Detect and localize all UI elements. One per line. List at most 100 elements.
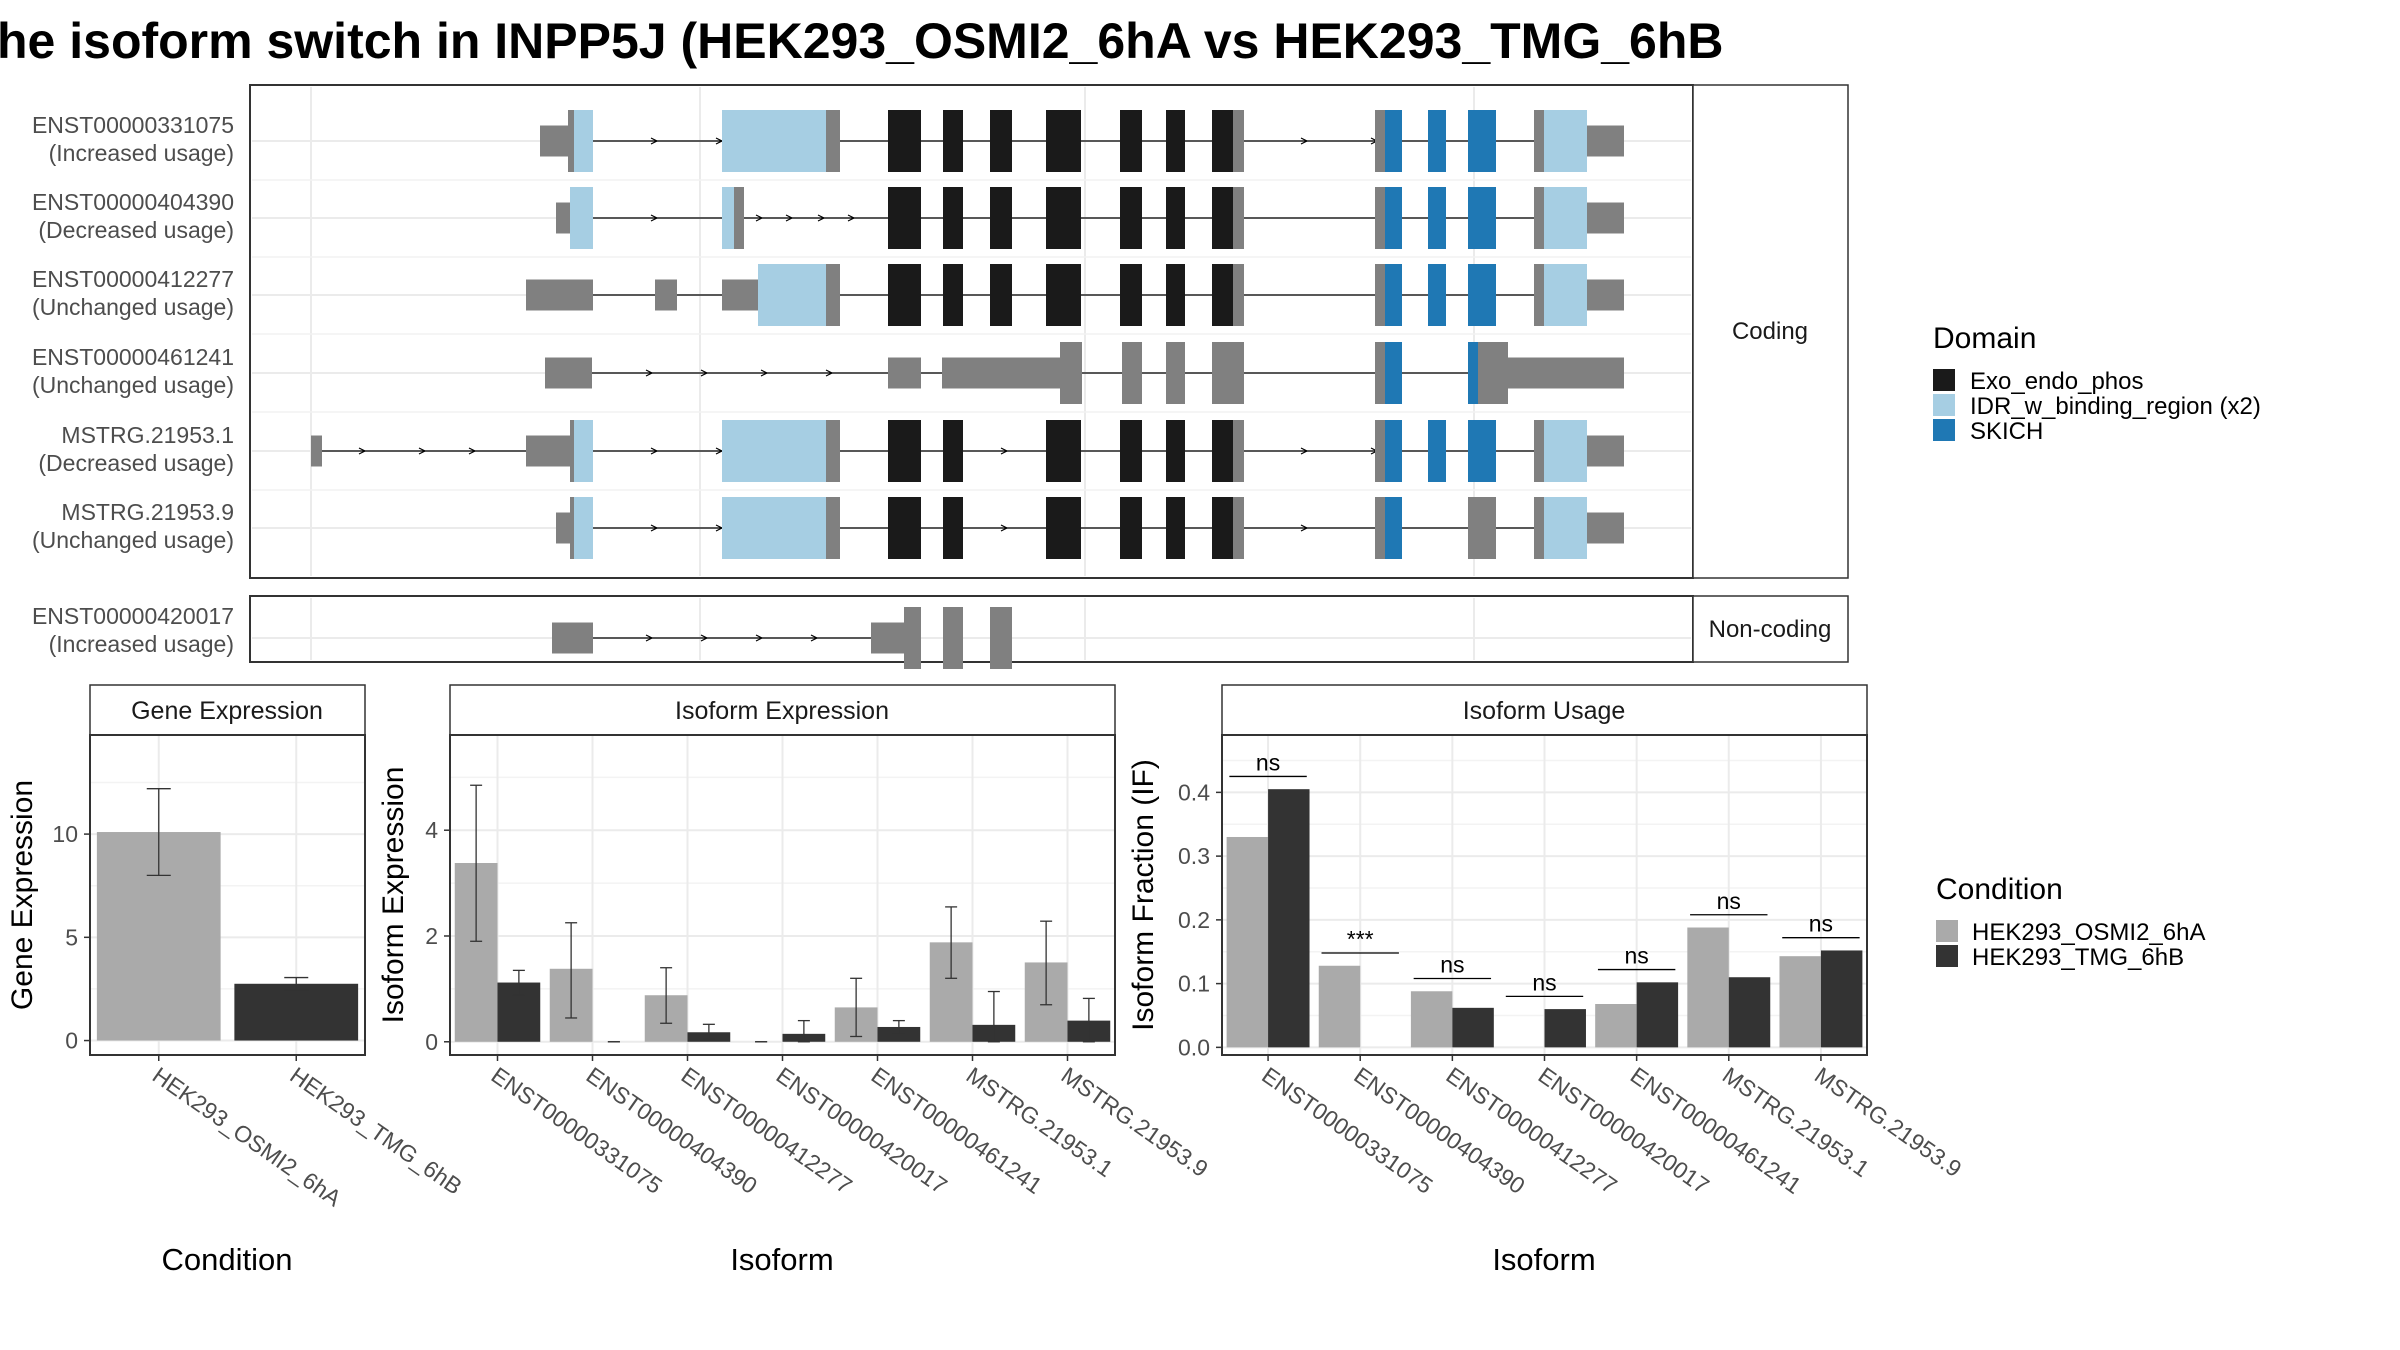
- transcript-id-label: ENST00000461241: [32, 344, 234, 370]
- exon-utr: [904, 607, 921, 669]
- exon-utr: [871, 622, 904, 654]
- y-tick-label: 0.0: [1178, 1034, 1210, 1060]
- exon-utr: [1534, 264, 1544, 326]
- exon-domain: [1046, 420, 1081, 482]
- domain-legend-title: Domain: [1933, 322, 2036, 355]
- exon-domain: [990, 110, 1012, 172]
- exon-domain: [758, 264, 826, 326]
- exon-domain: [1468, 110, 1496, 172]
- exon-domain: [1166, 187, 1185, 249]
- exon-domain: [888, 497, 921, 559]
- isoform-expression-gridlines: [450, 735, 1115, 1055]
- transcript-id-label: ENST00000420017: [32, 603, 234, 629]
- exon-utr: [1375, 110, 1385, 172]
- strand-arrow: [1300, 524, 1309, 532]
- bar: [1728, 977, 1771, 1048]
- isoform-usage-panel-border: [1221, 734, 1868, 1056]
- bar: [1595, 1004, 1637, 1048]
- bar: [1452, 1007, 1494, 1048]
- exon-domain: [1120, 187, 1142, 249]
- strand-arrow: [468, 447, 477, 455]
- exon-utr: [1468, 497, 1496, 559]
- exon-utr: [552, 622, 593, 654]
- gene-expression-bars: [96, 788, 359, 1041]
- exon-utr: [1375, 420, 1385, 482]
- isoform-expression-strip: [449, 684, 1116, 736]
- coding-facet-strip: [1692, 84, 1849, 579]
- significance-label: ns: [1717, 888, 1741, 914]
- exon-domain: [1212, 497, 1233, 559]
- exon-utr: [526, 435, 570, 467]
- exon-utr: [1587, 202, 1624, 234]
- transcript-labels: ENST00000331075 (Increased usage) ENST00…: [32, 112, 234, 657]
- strand-arrow: [650, 524, 659, 532]
- isoform-usage-bars: ns *** ns ns ns ns ns: [1226, 749, 1863, 1048]
- exon-utr: [1375, 187, 1385, 249]
- noncoding-facet-strip: [1692, 595, 1849, 663]
- exon-domain: [1385, 497, 1402, 559]
- transcript-id-label: ENST00000331075: [32, 112, 234, 138]
- isoform-usage-strip-label: Isoform Usage: [1463, 697, 1626, 725]
- exon-domain: [888, 264, 921, 326]
- bar: [1318, 965, 1361, 1048]
- exon-utr: [1375, 497, 1385, 559]
- exon-domain: [1166, 497, 1185, 559]
- exon-domain: [1166, 110, 1185, 172]
- isoform-expression-y-title: Isoform Expression: [377, 767, 410, 1024]
- exon-utr: [540, 125, 568, 157]
- exon-domain: [1212, 420, 1233, 482]
- exon-utr: [722, 279, 758, 311]
- legend-key-cond-b: [1936, 945, 1958, 967]
- exon-domain: [943, 264, 963, 326]
- exon-domain: [1120, 420, 1142, 482]
- strand-arrow: [645, 369, 654, 377]
- exon-domain: [1385, 342, 1402, 404]
- exon-domain: [1428, 187, 1446, 249]
- y-tick-label: 0.4: [1178, 779, 1210, 805]
- significance-label: ns: [1440, 952, 1464, 978]
- exon-utr: [1587, 125, 1624, 157]
- legend-key-cond-a: [1936, 920, 1958, 942]
- exon-domain: [574, 497, 593, 559]
- transcript-id-label: ENST00000412277: [32, 266, 234, 292]
- strand-arrow: [1300, 137, 1309, 145]
- significance-label: ns: [1256, 749, 1280, 775]
- gene-expression-strip-label: Gene Expression: [131, 697, 323, 725]
- exon-domain: [1544, 264, 1587, 326]
- transcript-usage-label: (Increased usage): [49, 631, 234, 657]
- x-tick-label: ENST00000404390: [582, 1062, 762, 1199]
- strand-arrow: [817, 214, 826, 222]
- strand-arrow: [760, 369, 769, 377]
- exon-domain: [570, 187, 593, 249]
- exon-domain: [1120, 110, 1142, 172]
- y-tick-label: 5: [65, 924, 78, 950]
- noncoding-facet-panel: [249, 595, 1694, 663]
- isoform-usage-strip: [1221, 684, 1868, 736]
- isoform-expression-y-ticks: 0 2 4: [425, 817, 450, 1055]
- coding-facet-panel: [249, 84, 1694, 579]
- transcript-usage-label: (Decreased usage): [38, 217, 234, 243]
- exon-domain: [1046, 187, 1081, 249]
- noncoding-facet-label: Non-coding: [1709, 616, 1832, 643]
- gene-expression-y-ticks: 0 5 10: [52, 821, 90, 1054]
- exon-utr: [888, 357, 921, 389]
- exon-domain: [574, 110, 593, 172]
- condition-legend-title: Condition: [1936, 873, 2063, 906]
- exon-utr: [1060, 342, 1082, 404]
- gene-expression-strip: [89, 684, 366, 736]
- exon-domain: [1120, 264, 1142, 326]
- exon-domain: [1046, 264, 1081, 326]
- y-tick-label: 0: [65, 1028, 78, 1054]
- condition-legend: Condition HEK293_OSMI2_6hA HEK293_TMG_6h…: [1936, 873, 2205, 971]
- transcript-usage-label: (Unchanged usage): [32, 372, 234, 398]
- exon-utr: [526, 279, 593, 311]
- exon-domain: [1046, 110, 1081, 172]
- y-tick-label: 0: [425, 1029, 438, 1055]
- y-tick-label: 2: [425, 923, 438, 949]
- transcript-tracks: [311, 110, 1624, 669]
- exon-domain: [1385, 110, 1402, 172]
- isoform-expression-panel-border: [449, 734, 1116, 1056]
- exon-domain: [888, 187, 921, 249]
- legend-label: SKICH: [1970, 418, 2043, 445]
